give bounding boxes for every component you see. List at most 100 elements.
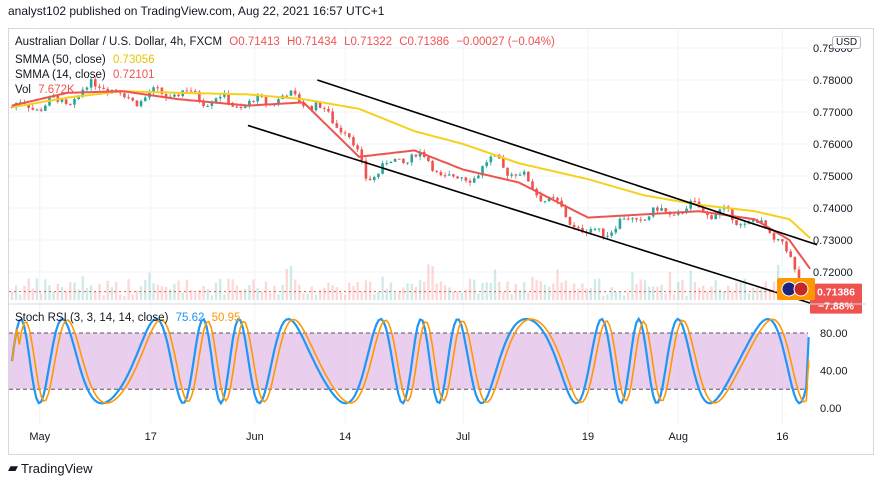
volume-bar [460, 292, 463, 300]
candle-body [489, 156, 493, 163]
candle-body [127, 97, 130, 99]
stoch-k-value: 75.62 [175, 312, 205, 324]
smma14-legend[interactable]: SMMA (14, close) 0.72101 [15, 69, 159, 81]
volume-bar [210, 295, 214, 300]
candle-body [193, 90, 197, 92]
stoch-d-value: 50.95 [211, 312, 241, 324]
volume-bar [144, 279, 147, 300]
x-tick-label: 17 [145, 431, 157, 443]
volume-bar [751, 287, 755, 300]
volume-bar [393, 292, 397, 300]
candle-body [93, 79, 97, 87]
volume-bar [735, 282, 738, 300]
footer-brand[interactable]: ▰ TradingView [8, 460, 93, 476]
candle-body [372, 176, 376, 181]
candle-body [314, 102, 318, 111]
candle-body [672, 214, 676, 216]
candle-body [360, 149, 364, 161]
volume-bar [139, 286, 143, 300]
candle-body [468, 180, 472, 183]
volume-bar [689, 270, 692, 300]
volume-bar [264, 281, 268, 300]
candle-body [389, 161, 393, 164]
volume-bar [148, 272, 151, 300]
candle-body [323, 107, 326, 109]
stoch-d-line [11, 318, 810, 404]
volume-bar [668, 272, 672, 300]
volume-bar [510, 294, 513, 300]
channel-lower-line [247, 124, 818, 307]
candle-body [89, 79, 93, 88]
volume-bar [760, 287, 763, 300]
candle-body [577, 227, 580, 229]
x-tick-label: 19 [582, 431, 594, 443]
stoch-legend[interactable]: Stoch RSI (3, 3, 14, 14, close) 75.62 50… [15, 312, 244, 324]
y-tick-label: 0.77000 [813, 107, 853, 119]
volume-bar [64, 291, 68, 300]
candle-body [643, 219, 647, 221]
volume-bar [318, 290, 322, 300]
volume-bar [185, 279, 189, 300]
volume-bar [356, 282, 359, 300]
candle-body [248, 100, 251, 107]
low-value: L0.71322 [344, 36, 393, 48]
candle-body [689, 200, 693, 209]
volume-bar [627, 292, 630, 300]
volume-bar [539, 281, 543, 300]
volume-bar [27, 278, 30, 300]
candle-body [564, 206, 568, 217]
volume-bar [131, 294, 134, 300]
x-tick-label: Jun [246, 431, 264, 443]
price-badge [810, 283, 862, 314]
volume-bar [431, 266, 434, 300]
candle-body [776, 239, 780, 241]
volume-bar [506, 281, 509, 300]
volume-bar [706, 291, 709, 300]
volume-bar [656, 286, 659, 300]
candle-body [510, 174, 513, 176]
volume-bar [727, 285, 730, 300]
volume-legend[interactable]: Vol 7.672K [15, 84, 79, 96]
smma50-value: 0.73056 [112, 54, 155, 66]
chart-panel [8, 28, 874, 455]
volume-bar [56, 283, 60, 300]
volume-bar [635, 283, 638, 300]
candle-body [651, 207, 655, 217]
volume-bar [110, 287, 114, 300]
volume-bar [19, 294, 22, 300]
volume-bar [231, 279, 234, 300]
volume-bar [310, 286, 314, 300]
candle-body [39, 109, 43, 111]
volume-bar [248, 285, 251, 300]
volume-bar [52, 291, 55, 300]
volume-bar [114, 281, 118, 300]
smma50-legend[interactable]: SMMA (50, close) 0.73056 [15, 54, 159, 66]
candle-body [402, 158, 405, 163]
candle-body [514, 174, 518, 176]
volume-bar [652, 286, 655, 300]
candle-body [572, 224, 576, 228]
candle-body [606, 235, 609, 237]
candle-body [35, 109, 39, 111]
candle-body [102, 87, 105, 89]
candle-body [610, 232, 613, 236]
candle-body [164, 94, 168, 99]
volume-bar [94, 291, 97, 300]
y-tick-label: 0.72000 [813, 267, 853, 279]
candle-body [239, 107, 243, 109]
smma50-line [11, 90, 811, 239]
currency-button[interactable]: USD [832, 36, 862, 49]
candle-body [131, 98, 135, 101]
volume-bar [522, 282, 526, 300]
candle-body [431, 161, 434, 171]
candle-body [418, 151, 422, 157]
volume-bar [206, 288, 209, 300]
candle-body [676, 212, 680, 215]
candle-body [385, 163, 389, 165]
candle-body [556, 197, 559, 201]
volume-bar [622, 295, 626, 300]
open-value: O0.71413 [229, 36, 280, 48]
candle-body [427, 157, 430, 162]
volume-bar [368, 281, 372, 300]
